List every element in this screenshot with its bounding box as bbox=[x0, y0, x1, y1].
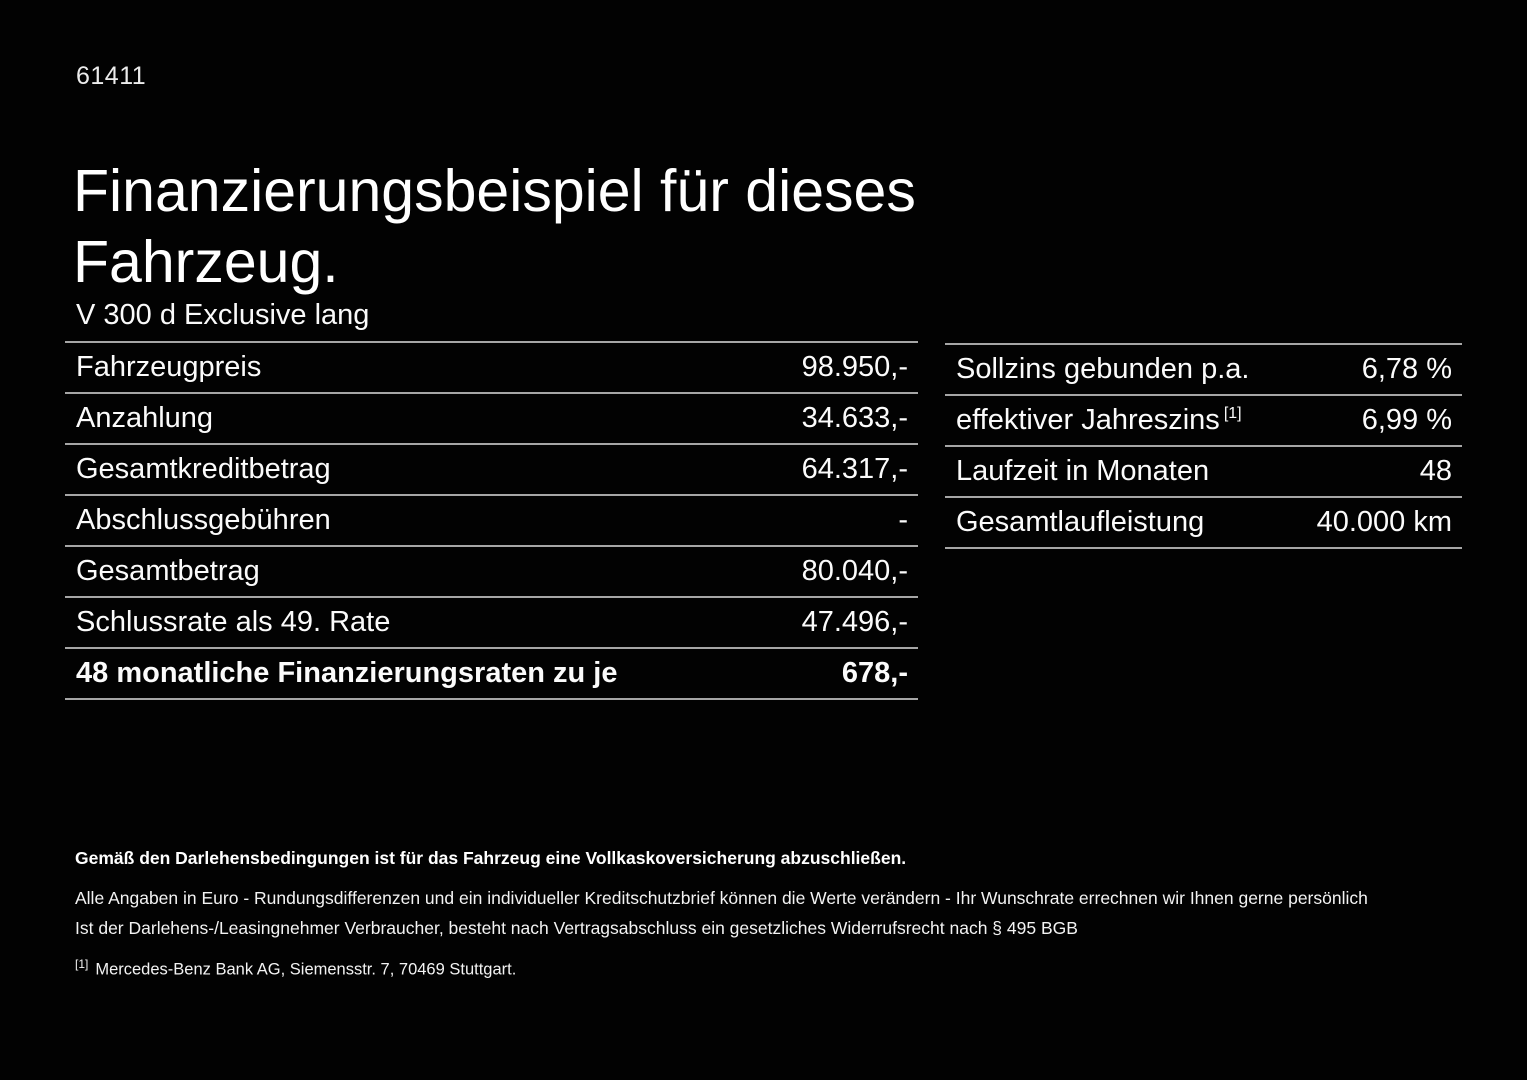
row-label: 48 monatliche Finanzierungsraten zu je bbox=[76, 657, 618, 689]
row-value: 6,78 % bbox=[1361, 353, 1452, 385]
row-value: - bbox=[898, 504, 908, 536]
vehicle-model-name: V 300 d Exclusive lang bbox=[76, 299, 370, 331]
row-label: Abschlussgebühren bbox=[76, 504, 331, 536]
row-label: Anzahlung bbox=[76, 402, 214, 434]
row-value: 98.950,- bbox=[801, 351, 908, 383]
table-row-gesamtlaufleistung: Gesamtlaufleistung 40.000 km bbox=[945, 496, 1462, 547]
table-row-laufzeit: Laufzeit in Monaten 48 bbox=[945, 445, 1462, 496]
row-label: Gesamtbetrag bbox=[76, 555, 260, 587]
footnotes-section: Gemäß den Darlehensbedingungen ist für d… bbox=[75, 848, 1455, 980]
insurance-note: Gemäß den Darlehensbedingungen ist für d… bbox=[75, 848, 907, 868]
table-row-fahrzeugpreis: Fahrzeugpreis 98.950,- bbox=[65, 341, 918, 392]
row-label: Gesamtlaufleistung bbox=[956, 506, 1205, 538]
row-label-text: effektiver Jahreszins bbox=[956, 404, 1220, 436]
conditions-table: Sollzins gebunden p.a. 6,78 % effektiver… bbox=[945, 343, 1462, 549]
table-row-gesamtbetrag: Gesamtbetrag 80.040,- bbox=[65, 545, 918, 596]
withdrawal-note: Ist der Darlehens-/Leasingnehmer Verbrau… bbox=[75, 918, 1078, 938]
row-label: Sollzins gebunden p.a. bbox=[956, 353, 1250, 385]
row-value: 64.317,- bbox=[801, 453, 908, 485]
row-value: 47.496,- bbox=[801, 606, 908, 638]
euro-note: Alle Angaben in Euro - Rundungsdifferenz… bbox=[75, 888, 1368, 908]
table-row-abschlussgebuehren: Abschlussgebühren - bbox=[65, 494, 918, 545]
row-value: 48 bbox=[1419, 455, 1452, 487]
table-row-anzahlung: Anzahlung 34.633,- bbox=[65, 392, 918, 443]
row-label: Laufzeit in Monaten bbox=[956, 455, 1210, 487]
document-number: 61411 bbox=[76, 62, 147, 90]
page-title: Finanzierungsbeispiel für dieses Fahrzeu… bbox=[73, 157, 916, 296]
row-label: Gesamtkreditbetrag bbox=[76, 453, 331, 485]
table-row-gesamtkreditbetrag: Gesamtkreditbetrag 64.317,- bbox=[65, 443, 918, 494]
table-row-monatliche-raten: 48 monatliche Finanzierungsraten zu je 6… bbox=[65, 647, 918, 698]
row-value: 80.040,- bbox=[801, 555, 908, 587]
row-value: 6,99 % bbox=[1361, 404, 1452, 436]
table-row-sollzins: Sollzins gebunden p.a. 6,78 % bbox=[945, 343, 1462, 394]
bank-note-line: [1] Mercedes-Benz Bank AG, Siemensstr. 7,… bbox=[75, 957, 1455, 980]
footnote-marker: [1] bbox=[1223, 405, 1242, 423]
bank-footnote-marker: [1] bbox=[75, 957, 89, 971]
row-value: 40.000 km bbox=[1316, 506, 1452, 538]
row-value: 34.633,- bbox=[801, 402, 908, 434]
row-value: 678,- bbox=[841, 657, 908, 689]
bank-note: Mercedes-Benz Bank AG, Siemensstr. 7, 70… bbox=[95, 960, 517, 979]
table-row-effektiver-jahreszins: effektiver Jahreszins [1] 6,99 % bbox=[945, 394, 1462, 445]
finance-table: Fahrzeugpreis 98.950,- Anzahlung 34.633,… bbox=[65, 341, 918, 700]
row-label: Fahrzeugpreis bbox=[76, 351, 262, 383]
table-row-schlussrate: Schlussrate als 49. Rate 47.496,- bbox=[65, 596, 918, 647]
row-label: effektiver Jahreszins [1] bbox=[956, 404, 1242, 437]
row-label: Schlussrate als 49. Rate bbox=[76, 606, 391, 638]
